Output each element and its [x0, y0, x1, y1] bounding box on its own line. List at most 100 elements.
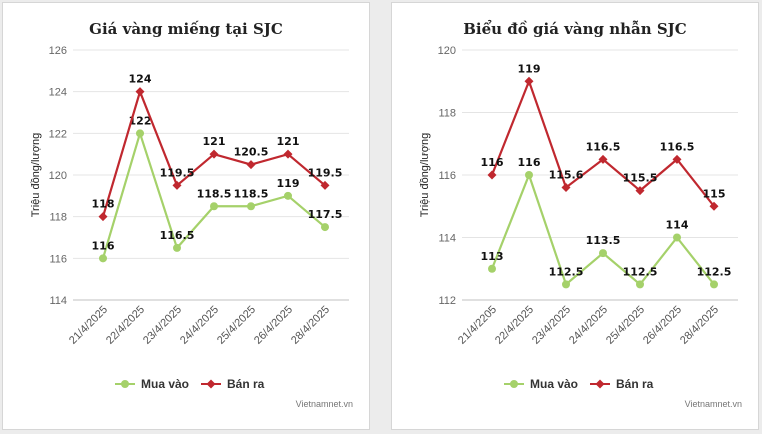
data-label-mua: 117.5 [308, 208, 343, 221]
data-label-mua: 112.5 [549, 265, 584, 278]
data-point-ban [635, 186, 645, 196]
x-tick-label: 24/4/2025 [178, 304, 221, 347]
data-point-ban [135, 87, 145, 97]
data-point-mua [636, 280, 644, 289]
y-axis-label: Triệu đồng/lượng [30, 133, 42, 218]
data-point-mua [599, 249, 607, 258]
data-label-mua: 113.5 [586, 234, 621, 247]
data-point-mua [210, 202, 218, 211]
data-point-mua [673, 233, 681, 242]
data-label-mua: 116 [518, 156, 541, 169]
x-tick-label: 26/4/2025 [641, 304, 684, 347]
chart-panel-gold-bar: Giá vàng miếng tại SJC 114 116 118 120 122 124… [2, 2, 370, 430]
data-point-ban [487, 170, 497, 180]
x-tick-label: 28/4/2025 [289, 304, 332, 347]
data-label-mua: 119 [277, 177, 300, 190]
x-tick-label: 24/4/2025 [567, 304, 610, 347]
y-tick-label: 118 [49, 212, 67, 224]
data-label-mua: 122 [129, 114, 152, 127]
legend-marker-mua [121, 380, 129, 388]
y-tick-label: 120 [49, 170, 67, 182]
legend-label-mua: Mua vào [141, 377, 189, 391]
chart-title: Biểu đồ giá vàng nhẫn SJC [463, 20, 687, 38]
data-label-mua: 112.5 [697, 265, 732, 278]
x-tick-label: 23/4/2025 [530, 304, 573, 347]
data-label-ban: 120.5 [234, 146, 269, 159]
data-label-mua: 114 [666, 219, 689, 232]
data-label-ban: 119 [518, 62, 541, 75]
y-tick-label: 124 [49, 87, 67, 99]
data-label-ban: 116.5 [660, 140, 695, 153]
data-point-mua [562, 280, 570, 289]
data-point-ban [709, 201, 719, 211]
data-label-ban: 116 [481, 156, 504, 169]
data-label-mua: 118.5 [234, 187, 269, 200]
data-point-ban [598, 154, 608, 164]
y-tick-label: 112 [438, 295, 456, 307]
y-tick-label: 126 [49, 45, 67, 57]
y-tick-label: 116 [49, 253, 67, 265]
data-point-ban [209, 149, 219, 159]
x-tick-label: 26/4/2025 [252, 304, 295, 347]
x-tick-label: 21/4/2205 [456, 304, 499, 347]
legend-marker-mua [510, 380, 518, 388]
chart-gold-ring-svg: Biểu đồ giá vàng nhẫn SJC 112 114 116 118 120… [419, 20, 742, 409]
x-tick-label: 22/4/2025 [493, 304, 536, 347]
data-label-ban: 115.6 [549, 169, 584, 182]
x-tick-label: 25/4/2025 [215, 304, 258, 347]
data-label-mua: 116 [92, 239, 115, 252]
legend-label-ban: Bán ra [616, 377, 654, 391]
legend-marker-ban [206, 379, 216, 389]
data-label-ban: 115.5 [623, 172, 658, 185]
data-point-ban [246, 160, 256, 170]
y-tick-label: 120 [438, 45, 456, 57]
chart-title: Giá vàng miếng tại SJC [89, 20, 283, 38]
legend-label-ban: Bán ra [227, 377, 265, 391]
chart-panel-gold-ring: Biểu đồ giá vàng nhẫn SJC 112 114 116 118 120… [391, 2, 759, 430]
data-point-mua [321, 223, 329, 232]
data-label-ban: 118 [92, 198, 115, 211]
data-point-ban [283, 149, 293, 159]
data-point-ban [98, 212, 108, 222]
data-point-mua [710, 280, 718, 289]
data-label-ban: 115 [703, 187, 726, 200]
data-label-ban: 121 [277, 135, 300, 148]
data-point-mua [525, 171, 533, 179]
data-point-mua [136, 129, 144, 138]
data-label-mua: 118.5 [197, 187, 232, 200]
data-label-ban: 121 [203, 135, 226, 148]
data-point-mua [284, 191, 292, 200]
data-point-ban [172, 180, 182, 190]
x-tick-label: 22/4/2025 [104, 304, 147, 347]
legend-label-mua: Mua vào [530, 377, 578, 391]
y-axis-label: Triệu đồng/lượng [419, 133, 431, 218]
x-tick-label: 21/4/2025 [67, 304, 110, 347]
data-label-ban: 116.5 [586, 140, 621, 153]
y-tick-label: 116 [438, 170, 456, 182]
x-tick-label: 25/4/2025 [604, 304, 647, 347]
x-tick-label: 23/4/2025 [141, 304, 184, 347]
y-tick-label: 114 [438, 233, 456, 245]
data-point-ban [561, 183, 571, 192]
source-credit: Vietnamnet.vn [685, 399, 742, 409]
x-tick-label: 28/4/2025 [678, 304, 721, 347]
data-label-mua: 113 [481, 250, 504, 263]
legend-marker-ban [595, 379, 605, 389]
data-point-mua [247, 202, 255, 211]
data-point-mua [99, 254, 107, 263]
data-label-mua: 112.5 [623, 265, 658, 278]
data-point-ban [320, 180, 330, 190]
y-tick-label: 114 [49, 295, 67, 307]
y-tick-label: 118 [438, 108, 456, 120]
data-point-ban [524, 76, 534, 86]
data-label-ban: 119.5 [308, 166, 343, 179]
data-point-mua [488, 264, 496, 273]
source-credit: Vietnamnet.vn [296, 399, 353, 409]
data-point-mua [173, 243, 181, 252]
data-point-ban [672, 154, 682, 164]
data-label-ban: 124 [129, 73, 152, 86]
chart-gold-bar-svg: Giá vàng miếng tại SJC 114 116 118 120 122 124… [30, 20, 353, 409]
data-label-ban: 119.5 [160, 166, 195, 179]
data-label-mua: 116.5 [160, 229, 195, 242]
y-tick-label: 122 [49, 128, 67, 140]
